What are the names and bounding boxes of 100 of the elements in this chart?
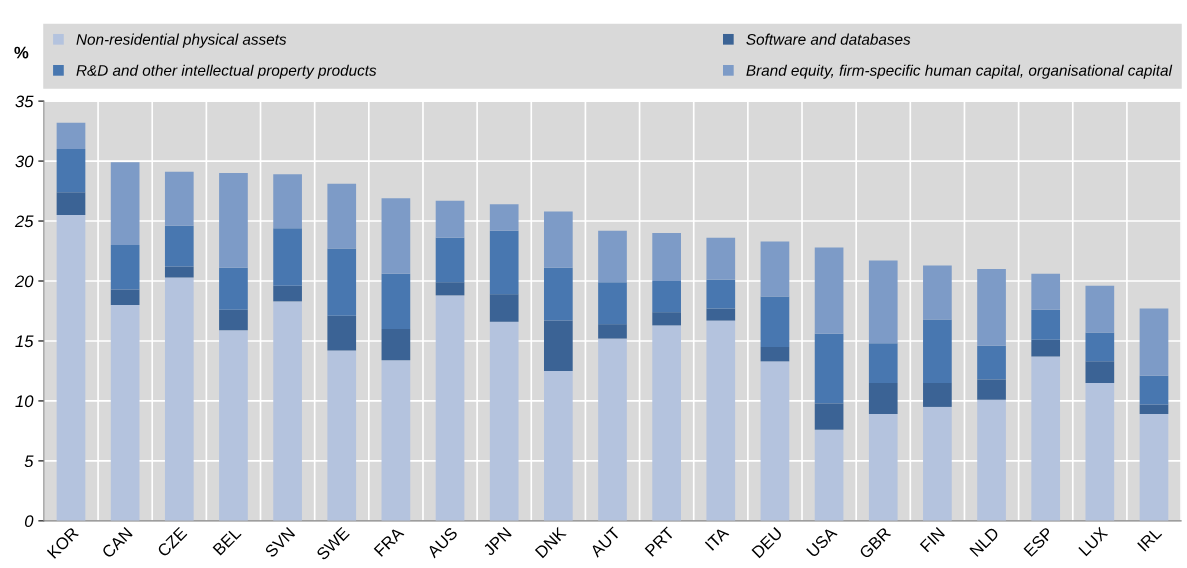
bar [273, 285, 302, 302]
bar [273, 228, 302, 286]
bar [489, 321, 519, 521]
bar [760, 296, 790, 347]
bar [219, 173, 248, 268]
bar [923, 406, 952, 521]
bar [977, 399, 1006, 521]
bar [381, 273, 411, 329]
bar [1031, 309, 1061, 340]
bar [652, 312, 681, 326]
bar [1031, 339, 1061, 357]
bar [598, 338, 627, 521]
bar [977, 345, 1006, 380]
legend-label: Brand equity, firm-specific human capital, organisational capital [746, 64, 1173, 79]
bar [598, 282, 627, 325]
bar [435, 295, 465, 521]
bar [56, 149, 86, 193]
x-tick-label: JPN [482, 527, 512, 557]
bar [652, 281, 681, 313]
bar [489, 230, 519, 295]
bar [598, 230, 627, 283]
x-tick-label: IRL [1137, 526, 1163, 552]
bar [706, 320, 736, 521]
bar [435, 237, 465, 283]
bar [543, 370, 573, 521]
bar [868, 414, 898, 521]
x-tick-label: ITA [704, 526, 730, 551]
y-tick-label: 5 [24, 455, 34, 468]
bar [760, 241, 790, 297]
y-tick-label: 30 [15, 155, 34, 168]
bar [1031, 356, 1061, 521]
bar [273, 174, 302, 229]
bar [706, 308, 736, 321]
y-axis-title: % [14, 46, 29, 59]
bar [273, 301, 302, 521]
bar [543, 267, 573, 321]
bar [1139, 414, 1169, 521]
bar [327, 350, 357, 521]
legend-label: R&D and other intellectual property products [76, 64, 377, 79]
x-tick-label: USA [806, 526, 838, 558]
bar [652, 325, 681, 521]
bar [164, 266, 194, 278]
y-tick-label: 15 [15, 335, 34, 348]
bar [56, 192, 86, 216]
legend-label: Non-residential physical assets [76, 33, 287, 48]
bar [110, 289, 140, 305]
bar [814, 429, 844, 521]
bar [489, 204, 519, 231]
bar [652, 233, 681, 281]
bar [977, 269, 1006, 346]
bar [977, 379, 1006, 400]
bar [110, 162, 140, 246]
bar [435, 200, 465, 238]
y-tick-label: 25 [14, 215, 34, 228]
y-tick-label: 20 [14, 275, 34, 288]
bar [110, 304, 140, 521]
bar [489, 294, 519, 322]
bar [327, 248, 357, 316]
legend-label: Software and databases [746, 33, 911, 45]
bar [164, 225, 194, 267]
bar [1139, 404, 1169, 415]
bar [814, 403, 844, 430]
bar [868, 343, 898, 383]
x-tick-label: FRA [373, 526, 405, 557]
x-tick-label: FIN [919, 527, 945, 553]
bar [543, 211, 573, 268]
bar [923, 265, 952, 320]
bar [706, 279, 736, 309]
y-tick-label: 35 [15, 95, 34, 108]
bar [814, 333, 844, 404]
bar [164, 171, 194, 226]
bar [164, 277, 194, 521]
bar [219, 330, 248, 521]
bar [814, 247, 844, 334]
bar [868, 382, 898, 415]
bar [435, 282, 465, 296]
bar [1031, 273, 1061, 310]
bar [327, 315, 357, 351]
bar [598, 324, 627, 339]
y-tick-label: 0 [24, 515, 34, 528]
bar [868, 260, 898, 344]
bar [923, 382, 952, 407]
x-tick-label: BEL [212, 526, 242, 556]
bar [219, 267, 248, 310]
bar [381, 328, 411, 361]
bar [110, 245, 140, 290]
bar [56, 122, 86, 150]
bar [56, 215, 86, 521]
bar [923, 319, 952, 383]
bar [1085, 382, 1115, 521]
bar [706, 237, 736, 280]
bar [1139, 375, 1169, 405]
bar [760, 361, 790, 521]
bar [327, 183, 357, 249]
bar [1139, 308, 1169, 376]
bar [543, 320, 573, 371]
bar [1085, 361, 1115, 383]
bar [381, 360, 411, 521]
bar [1085, 285, 1115, 333]
bar [381, 198, 411, 274]
